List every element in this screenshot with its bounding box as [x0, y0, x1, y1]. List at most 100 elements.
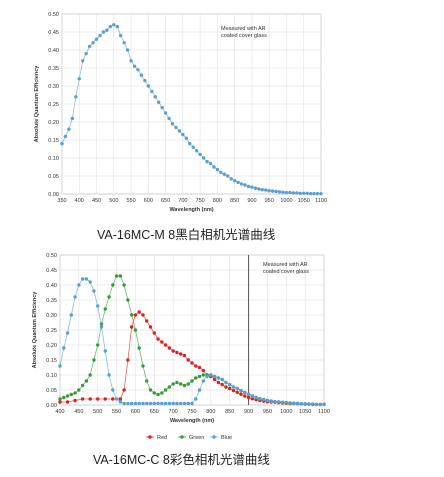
- data-point: [65, 400, 70, 404]
- data-point: [246, 395, 251, 400]
- y-tick-label: 0.25: [46, 328, 57, 334]
- data-point: [277, 400, 281, 404]
- data-point: [163, 111, 168, 115]
- data-point: [62, 395, 66, 400]
- x-tick-label: 1050: [299, 409, 311, 415]
- data-point: [250, 397, 255, 401]
- data-point: [84, 277, 89, 281]
- y-tick-label: 0.50: [48, 12, 59, 18]
- data-point: [308, 191, 313, 196]
- data-point: [270, 189, 275, 193]
- data-point: [216, 380, 221, 385]
- data-point: [190, 401, 194, 406]
- data-point: [132, 64, 137, 68]
- data-point: [105, 28, 109, 32]
- data-point: [139, 73, 144, 77]
- data-point: [143, 78, 147, 83]
- data-point: [298, 191, 302, 195]
- x-tick-label: 900: [247, 198, 256, 204]
- data-point: [160, 105, 164, 110]
- data-point: [188, 141, 192, 146]
- data-point: [274, 189, 278, 194]
- series-line: [61, 24, 321, 195]
- data-point: [288, 190, 292, 195]
- data-point: [171, 349, 175, 353]
- data-point: [235, 390, 239, 395]
- data-point: [152, 391, 156, 395]
- data-point: [292, 401, 296, 405]
- data-point: [310, 402, 315, 406]
- data-point: [178, 382, 183, 386]
- data-point: [194, 397, 198, 401]
- data-point: [314, 402, 319, 407]
- x-tick-label: 350: [57, 198, 66, 204]
- data-point: [220, 377, 224, 382]
- data-point: [160, 340, 164, 344]
- annotation-text: Measured with AR: [263, 262, 308, 268]
- x-tick-label: 700: [169, 409, 178, 415]
- data-point: [126, 358, 130, 362]
- data-point: [148, 388, 153, 392]
- data-point: [145, 379, 149, 383]
- data-point: [167, 116, 171, 121]
- data-point: [186, 358, 190, 362]
- data-point: [129, 401, 134, 406]
- data-point: [184, 136, 189, 140]
- data-point: [137, 346, 141, 350]
- data-point: [122, 41, 126, 45]
- data-point: [182, 401, 187, 406]
- data-point: [277, 190, 282, 194]
- y-tick-label: 0.00: [48, 192, 59, 198]
- data-point: [146, 84, 151, 88]
- data-point: [246, 184, 251, 189]
- data-point: [125, 48, 130, 52]
- data-point: [60, 141, 64, 146]
- data-point: [103, 349, 107, 353]
- y-tick-label: 0.15: [48, 138, 59, 144]
- data-point: [194, 376, 198, 380]
- data-point: [94, 37, 99, 41]
- data-point: [111, 397, 115, 401]
- data-point: [133, 401, 138, 406]
- data-point: [305, 191, 309, 195]
- data-point: [77, 283, 81, 287]
- data-point: [295, 401, 300, 406]
- data-point: [235, 386, 239, 391]
- data-point: [129, 325, 134, 329]
- data-point: [197, 374, 202, 379]
- data-point: [280, 400, 285, 404]
- x-tick-label: 1000: [280, 409, 292, 415]
- data-point: [258, 397, 262, 401]
- data-point: [171, 401, 175, 406]
- data-point: [119, 33, 123, 38]
- data-point: [186, 401, 190, 406]
- data-point: [194, 364, 198, 368]
- data-point: [171, 382, 175, 386]
- y-tick-label: 0.35: [48, 66, 59, 72]
- data-point: [260, 187, 264, 192]
- data-point: [96, 304, 100, 308]
- data-point: [318, 402, 322, 407]
- x-tick-label: 950: [263, 409, 272, 415]
- x-tick-label: 600: [144, 198, 153, 204]
- data-point: [175, 350, 179, 355]
- data-point: [205, 159, 209, 164]
- data-point: [216, 376, 221, 380]
- data-point: [307, 402, 311, 406]
- data-point: [288, 401, 292, 405]
- data-point: [212, 374, 217, 379]
- data-point: [182, 383, 187, 388]
- y-tick-label: 0.30: [46, 313, 57, 319]
- y-tick-label: 0.05: [46, 388, 57, 394]
- data-point: [174, 125, 178, 130]
- data-point: [114, 274, 119, 278]
- data-point: [69, 392, 74, 397]
- y-tick-label: 0.35: [46, 298, 57, 304]
- data-point: [137, 401, 141, 406]
- x-tick-label: 600: [131, 409, 140, 415]
- data-point: [209, 373, 213, 377]
- data-point: [122, 283, 126, 287]
- data-point: [319, 191, 323, 196]
- data-point: [284, 400, 288, 405]
- data-point: [81, 59, 85, 63]
